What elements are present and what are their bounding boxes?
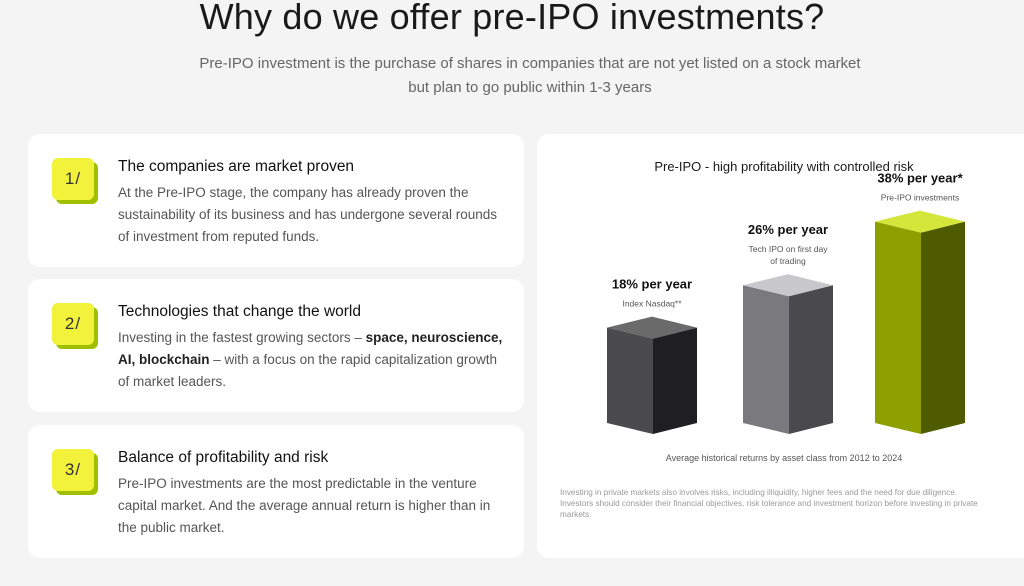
card-text: At the Pre-IPO stage, the company has al… [118,185,497,244]
value-label: 26% per year [748,222,828,237]
feature-card-market-proven: 1/ The companies are market proven At th… [28,134,524,267]
card-text: Investing in the fastest growing sectors… [118,330,503,389]
bar-front-face [743,285,789,434]
card-text: Pre-IPO investments are the most predict… [118,476,491,535]
card-title: The companies are market proven [118,158,355,175]
disclaimer-line-1: Investing in private markets also involv… [560,488,958,497]
card-title: Technologies that change the world [118,303,361,320]
page-subtitle: Pre-IPO investment is the purchase of sh… [199,55,861,96]
category-label: Tech IPO on first day [749,244,829,254]
bar-top-face [607,316,697,339]
disclaimer: Investing in private markets also involv… [560,487,1005,520]
value-label: 18% per year [612,277,692,292]
chart-caption: Average historical returns by asset clas… [666,453,902,463]
bar-top-face [743,274,833,297]
category-label: Index Nasdaq** [622,299,682,309]
chart-title: Pre-IPO - high profitability with contro… [654,159,914,174]
bar-front-face [607,327,653,434]
number-badge: 1/ [52,158,98,204]
card-title: Balance of profitability and risk [118,449,329,466]
chart-panel: Pre-IPO - high profitability with contro… [537,134,1024,558]
bar-side-face [789,285,833,434]
category-label: of trading [770,256,806,266]
bar-top-face [875,210,965,233]
feature-card-balance: 3/ Balance of profitability and risk Pre… [28,425,524,558]
bar-front-face [875,221,921,434]
page-title: Why do we offer pre-IPO investments? [199,0,825,37]
disclaimer-line-2: Investors should consider their financia… [560,499,978,519]
highlighted-sectors: space, neuroscience, AI, blockchain [118,330,503,367]
feature-card-technologies: 2/ Technologies that change the world In… [28,279,524,412]
value-label: 38% per year* [877,171,963,186]
number-badge: 3/ [52,449,98,495]
bar-side-face [653,327,697,434]
returns-bar-chart: Pre-IPO - high profitability with contro… [607,159,965,463]
number-badge: 2/ [52,303,98,349]
bar-side-face [921,221,965,434]
category-label: Pre-IPO investments [881,193,959,203]
